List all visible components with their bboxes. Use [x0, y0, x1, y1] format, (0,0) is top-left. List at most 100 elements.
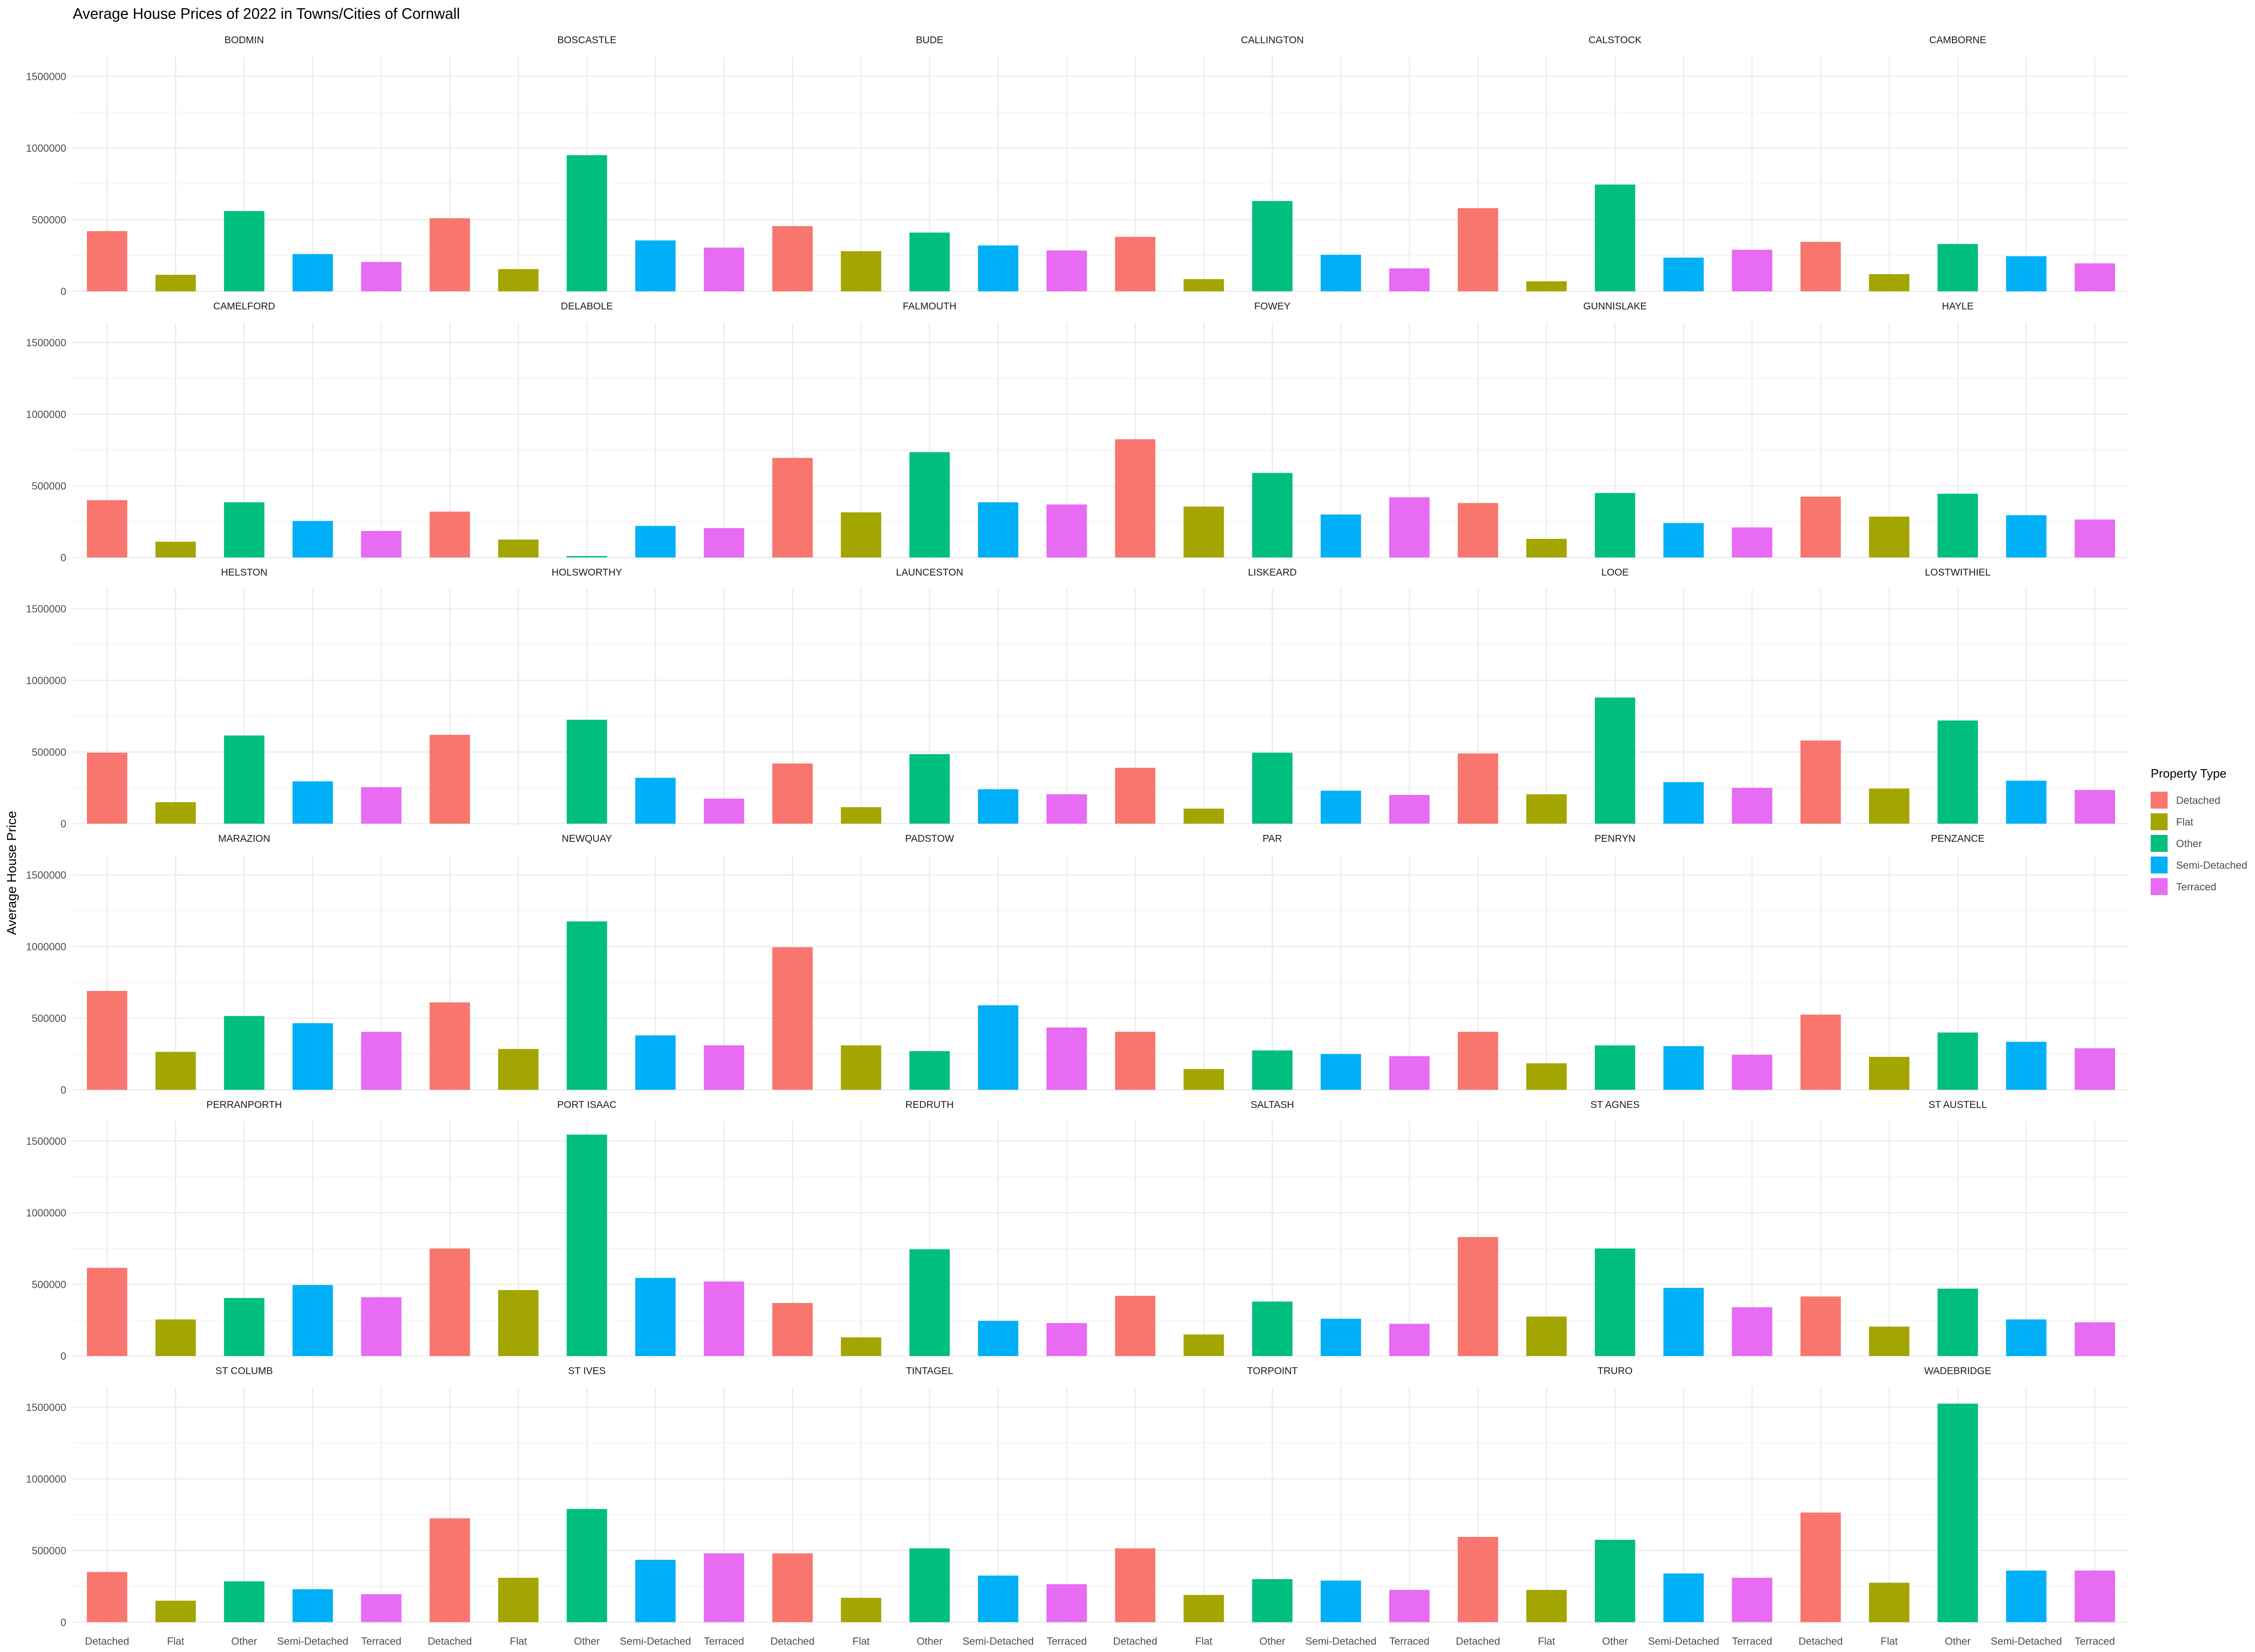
bar	[1800, 740, 1841, 824]
bar	[978, 502, 1019, 558]
facet-panel: PENZANCE	[1786, 834, 2129, 1092]
bar	[635, 1559, 676, 1622]
bar	[1252, 1579, 1293, 1622]
bar	[772, 1553, 813, 1622]
bar	[224, 502, 264, 558]
bar	[840, 1337, 881, 1356]
facet-strip-label: ST COLUMB	[216, 1366, 273, 1377]
bar	[86, 753, 127, 824]
facet-strip-label: MARAZION	[218, 834, 270, 844]
bar	[978, 1321, 1019, 1356]
facet-strip-label: TINTAGEL	[906, 1366, 953, 1377]
bar	[1526, 1317, 1567, 1356]
chart-title: Average House Prices of 2022 in Towns/Ci…	[73, 5, 460, 22]
bar	[1663, 1573, 1704, 1622]
y-tick-label: 500000	[32, 747, 66, 758]
x-tick-label: Other	[1945, 1636, 1971, 1647]
bar	[772, 226, 813, 291]
bar	[292, 521, 333, 558]
facet-strip-label: CALLINGTON	[1241, 35, 1304, 46]
bar	[1115, 1031, 1156, 1090]
legend-swatch	[2151, 792, 2168, 809]
facet-panel: CALLINGTON	[1101, 35, 1444, 293]
facet-panel: HELSTON	[73, 567, 416, 826]
bar	[224, 1581, 264, 1622]
bar	[704, 1553, 745, 1622]
y-tick-label: 500000	[32, 214, 66, 226]
bar	[2006, 1319, 2047, 1356]
y-tick-label: 0	[61, 552, 66, 564]
bar	[1389, 497, 1430, 558]
y-tick-label: 500000	[32, 1013, 66, 1024]
bar	[772, 947, 813, 1090]
facet-strip-label: BUDE	[916, 35, 943, 46]
bar	[1183, 1069, 1224, 1090]
bar	[361, 531, 402, 558]
x-tick-label: Semi-Detached	[963, 1636, 1034, 1647]
bar	[909, 452, 950, 558]
facet-strip-label: LOSTWITHIEL	[1925, 567, 1991, 578]
bar	[635, 1035, 676, 1090]
bar	[1321, 790, 1361, 824]
bar	[155, 274, 196, 291]
bar	[2006, 780, 2047, 824]
bar	[1937, 493, 1978, 558]
bar	[292, 1589, 333, 1622]
bar	[1321, 255, 1361, 291]
facet-strip-label: LAUNCESTON	[896, 567, 963, 578]
x-tick-label: Flat	[1881, 1636, 1898, 1647]
bar	[1115, 439, 1156, 558]
x-tick-label: Terraced	[361, 1636, 402, 1647]
bar	[1732, 1307, 1773, 1356]
bar	[840, 1045, 881, 1090]
bar	[2006, 1570, 2047, 1622]
y-tick-label: 1000000	[26, 941, 66, 953]
x-tick-label: Detached	[1798, 1636, 1843, 1647]
bar	[429, 511, 470, 558]
x-tick-label: Flat	[853, 1636, 870, 1647]
bar	[361, 1297, 402, 1356]
legend-entry-label: Flat	[2176, 816, 2193, 828]
bar	[1526, 538, 1567, 558]
facet-strip-label: GUNNISLAKE	[1583, 301, 1647, 312]
bar	[1732, 527, 1773, 558]
bar	[704, 1281, 745, 1356]
legend-entry-label: Other	[2176, 838, 2202, 849]
bar	[840, 1597, 881, 1622]
y-tick-label: 0	[61, 818, 66, 830]
bar	[772, 763, 813, 824]
y-tick-label: 1000000	[26, 1207, 66, 1219]
bar	[2006, 515, 2047, 558]
bar	[361, 1031, 402, 1090]
y-axis-title: Average House Price	[4, 811, 19, 935]
facet-panel: GUNNISLAKE	[1444, 301, 1787, 560]
bar	[635, 240, 676, 291]
bar	[704, 247, 745, 291]
bar	[1869, 1057, 1910, 1090]
bar	[1252, 753, 1293, 824]
bar	[498, 1290, 539, 1356]
bar	[1800, 1512, 1841, 1622]
x-tick-label: Detached	[1113, 1636, 1157, 1647]
facet-panel: PORT ISAAC	[415, 1099, 758, 1358]
legend-swatch	[2151, 878, 2168, 895]
bar	[1457, 503, 1498, 558]
bar	[840, 807, 881, 824]
facet-strip-label: CALSTOCK	[1588, 35, 1641, 46]
bar	[1869, 516, 1910, 558]
facet-panel: FALMOUTH	[758, 301, 1101, 560]
facet-panel: NEWQUAY	[415, 834, 758, 1092]
facet-panel: FOWEY	[1101, 301, 1444, 560]
bar	[840, 251, 881, 291]
facet-strip-label: CAMELFORD	[213, 301, 275, 312]
y-tick-label: 0	[61, 286, 66, 297]
bar	[1526, 281, 1567, 291]
facet-strip-label: FALMOUTH	[903, 301, 956, 312]
x-tick-label: Detached	[1456, 1636, 1500, 1647]
x-tick-label: Flat	[1195, 1636, 1213, 1647]
facet-strip-label: PORT ISAAC	[557, 1099, 616, 1110]
legend-entry-label: Detached	[2176, 795, 2220, 806]
bar	[772, 1303, 813, 1356]
facet-strip-label: REDRUTH	[905, 1099, 954, 1110]
bar	[1389, 1056, 1430, 1090]
